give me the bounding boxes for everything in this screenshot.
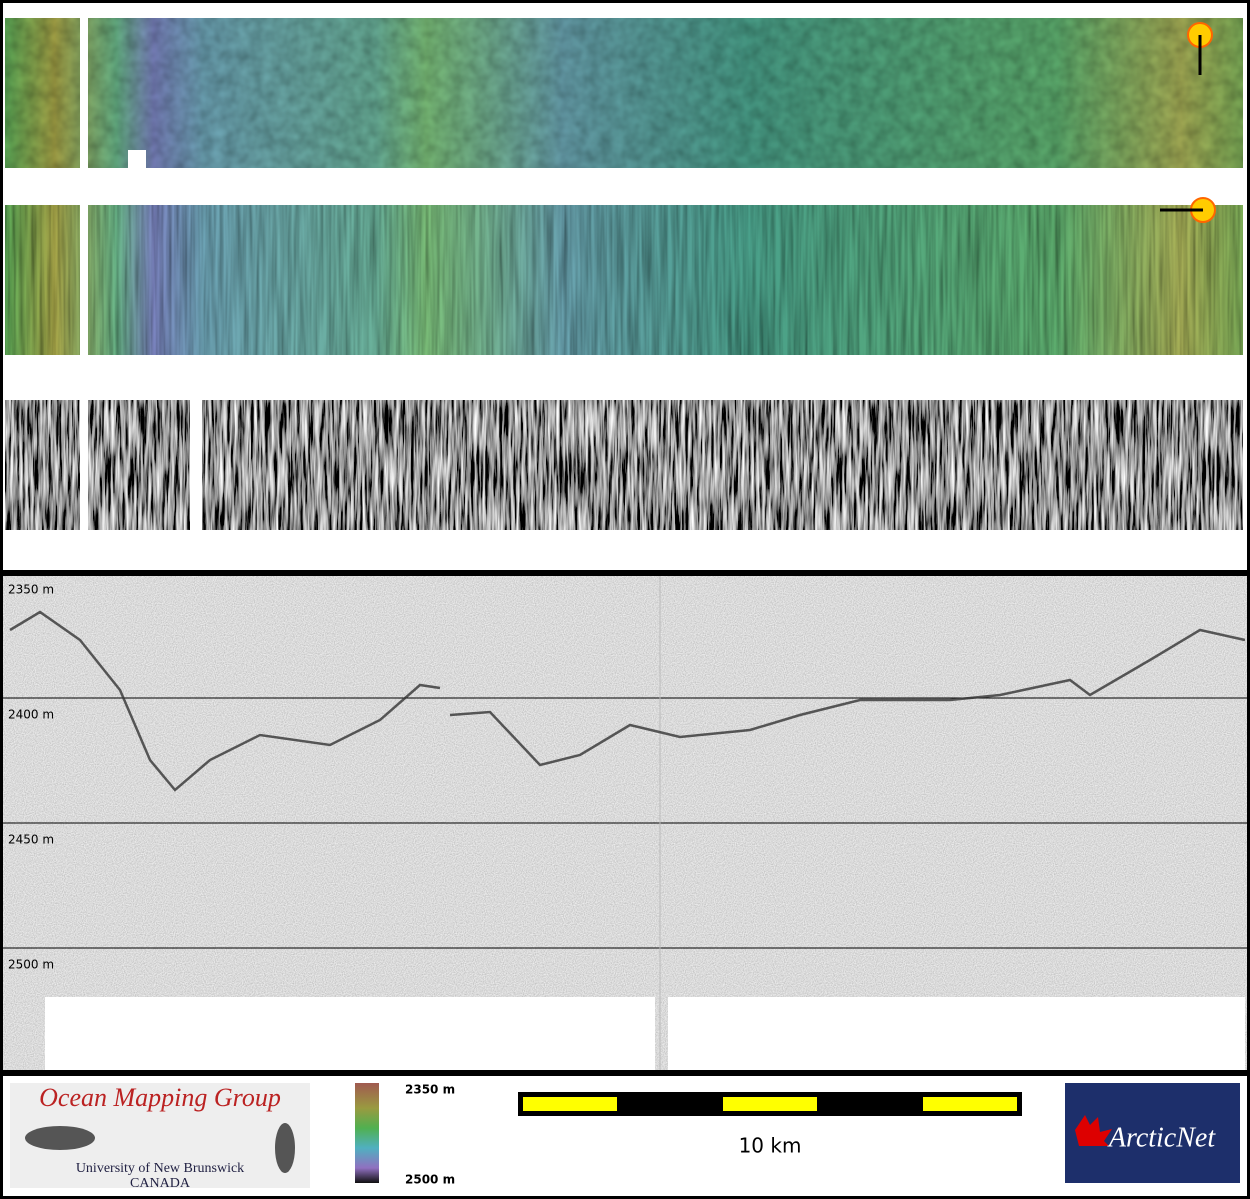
seafloor-profile xyxy=(9,610,1246,792)
bathymetry-strip xyxy=(5,18,1243,168)
logo-image xyxy=(25,1126,95,1150)
logo-image xyxy=(275,1123,295,1173)
position-markers xyxy=(1160,22,1216,223)
blank-box xyxy=(45,997,655,1070)
colorbar-label: 2500 m xyxy=(405,1173,455,1187)
logo-text: CANADA xyxy=(130,1176,191,1191)
logo-text: University of New Brunswick xyxy=(76,1161,244,1176)
backscatter-strip xyxy=(5,205,1243,355)
colorbar-label: 2350 m xyxy=(405,1083,455,1097)
depth-label: 2500 m xyxy=(8,958,54,972)
logo-title: Ocean Mapping Group xyxy=(39,1083,281,1112)
depth-label: 2350 m xyxy=(8,583,54,597)
colorbar xyxy=(355,1083,379,1183)
gaps xyxy=(5,15,1245,560)
scale-label: 10 km xyxy=(739,1134,802,1158)
sidescan-strip xyxy=(5,400,1243,530)
maple-leaf xyxy=(1075,1115,1112,1146)
depth-label: 2400 m xyxy=(8,708,54,722)
blank-box xyxy=(668,997,1245,1070)
arcticnet-title: ArcticNet xyxy=(1107,1122,1216,1153)
scale-bar xyxy=(518,1092,1022,1116)
depth-label: 2450 m xyxy=(8,833,54,847)
depth-lines xyxy=(3,697,1247,949)
